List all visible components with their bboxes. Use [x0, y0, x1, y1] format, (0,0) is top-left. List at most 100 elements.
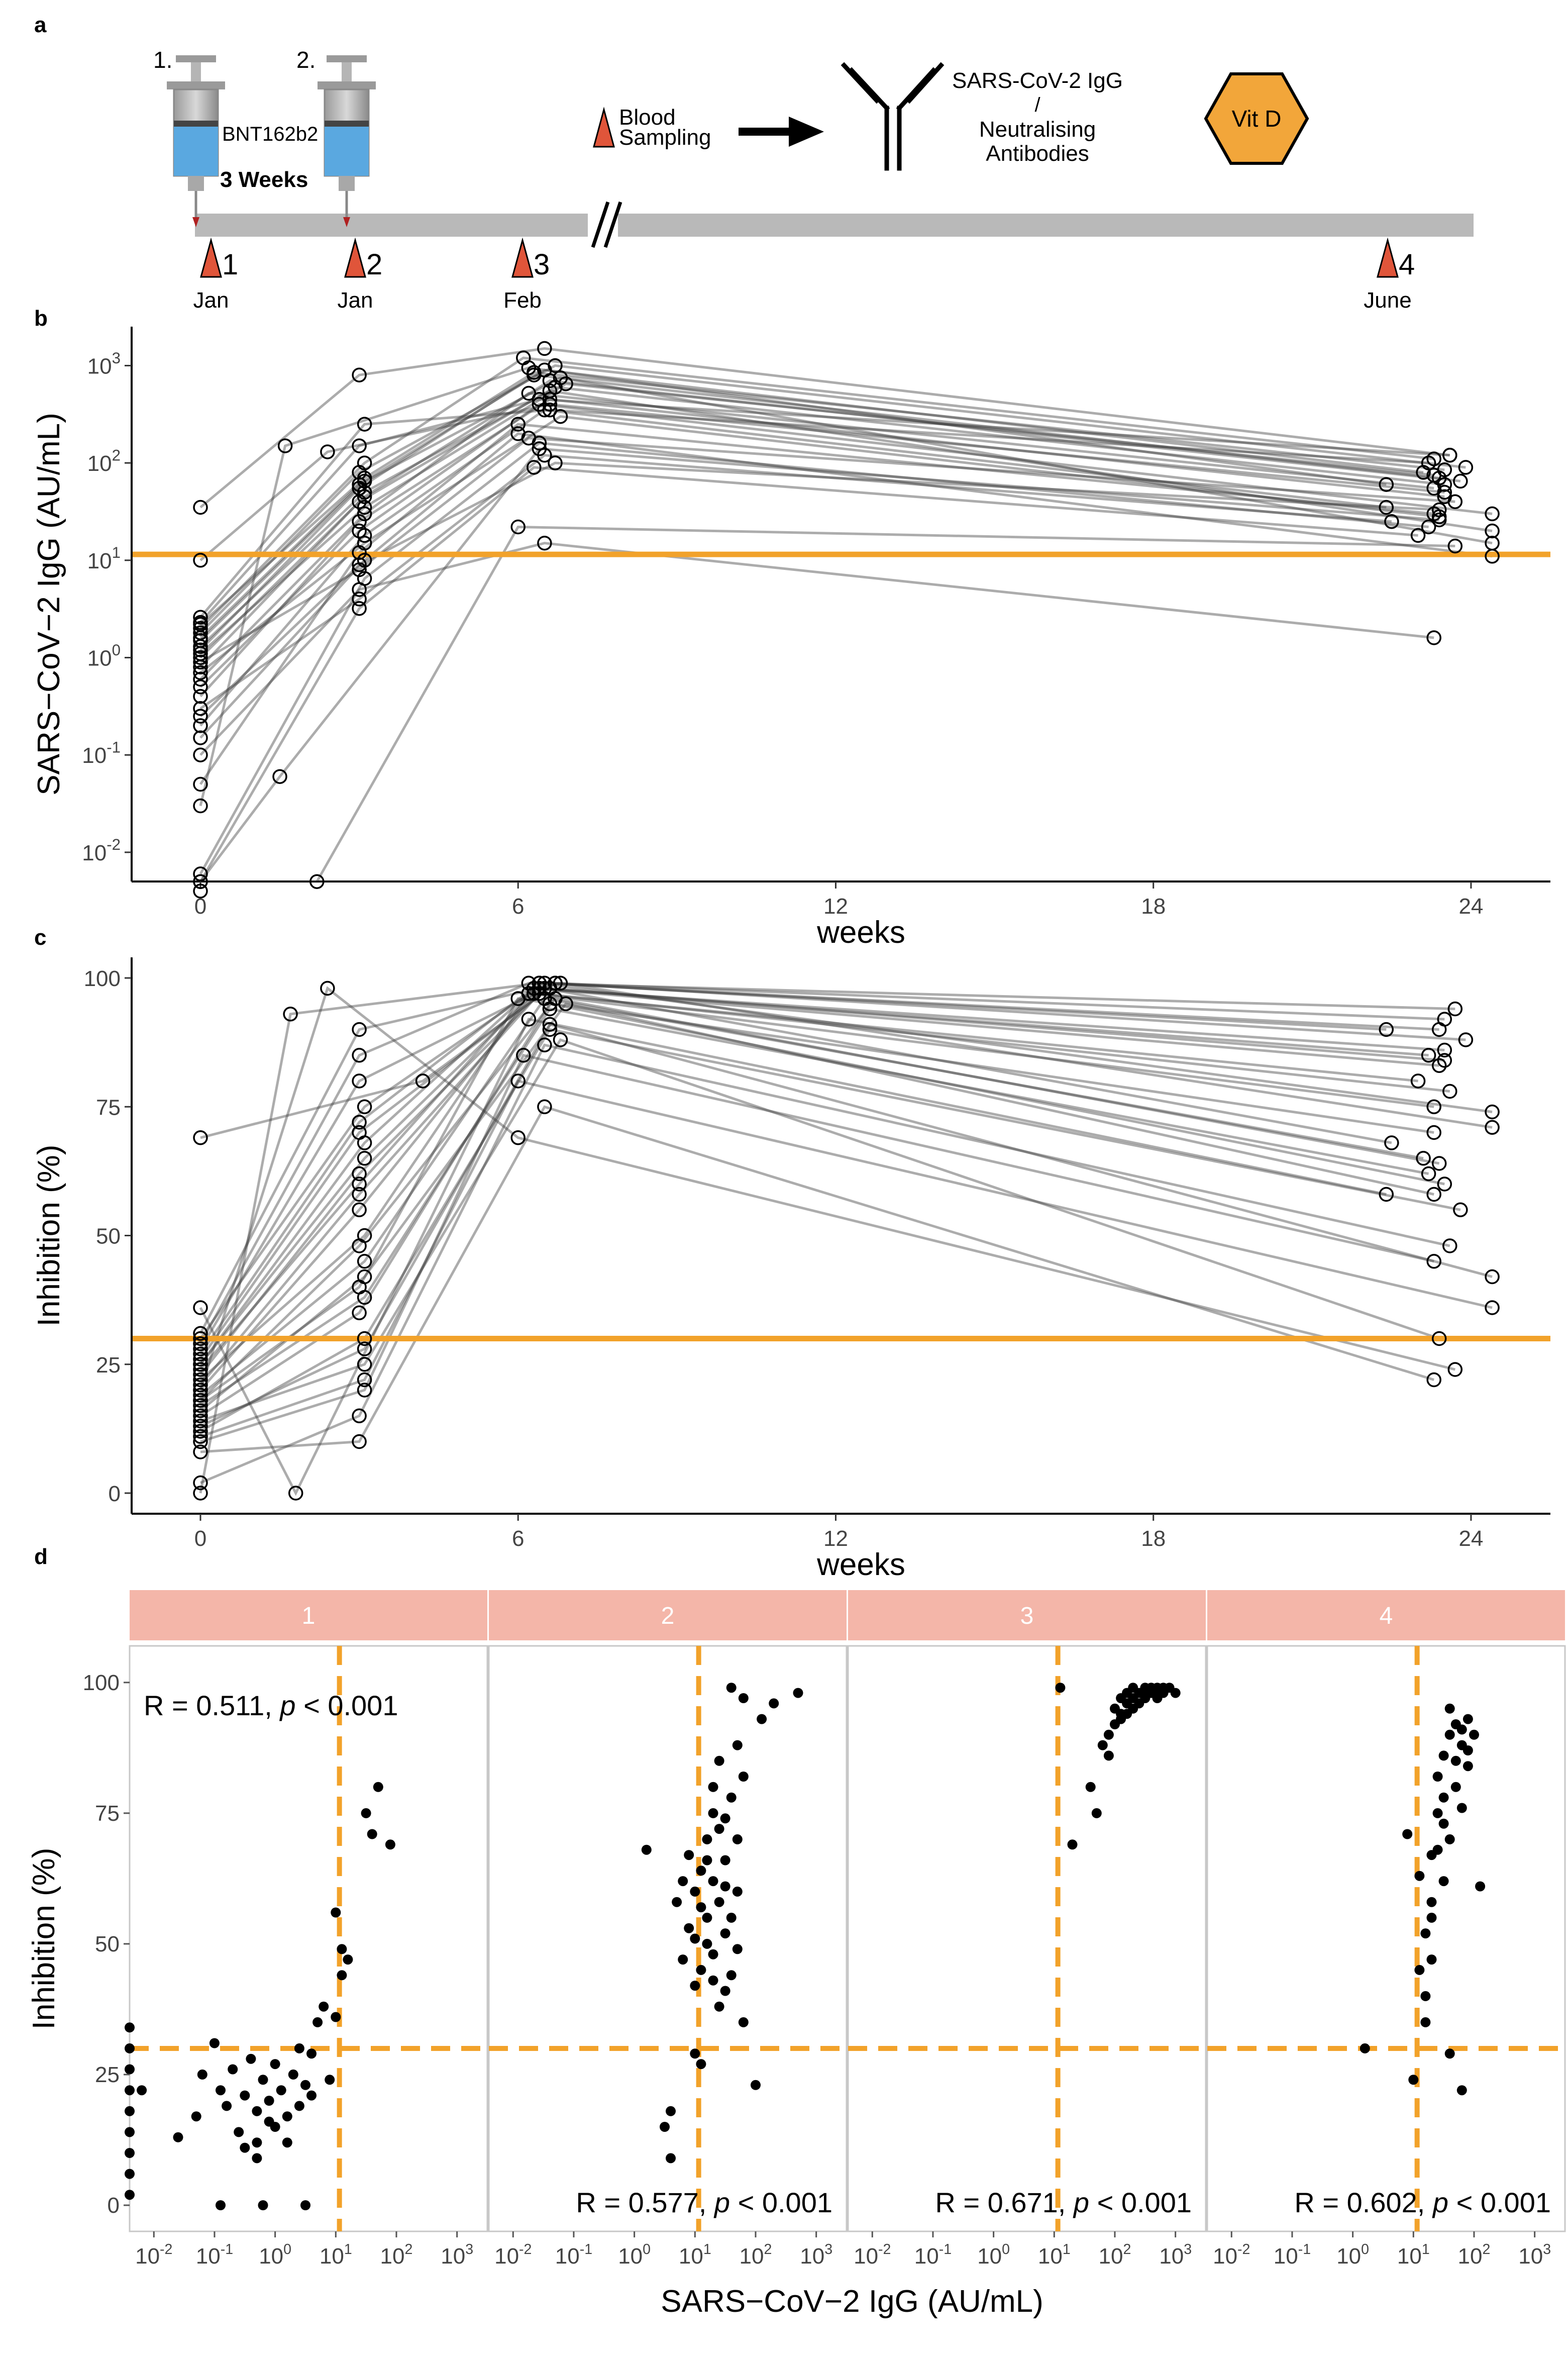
series-line [200, 1080, 1493, 1438]
data-point [1485, 1300, 1500, 1315]
x-tick-label: 101 [1038, 2241, 1071, 2269]
data-point [537, 341, 552, 356]
data-point [216, 2085, 226, 2096]
data-point [191, 2111, 201, 2122]
data-point [193, 718, 208, 733]
data-point [228, 2064, 238, 2075]
data-point [193, 1413, 208, 1429]
facet-panel: 3 10-2 10-1 100 101 102 103 R = 0.671, p < 0.00… [847, 1590, 1207, 2269]
data-point [510, 1130, 526, 1145]
data-point [708, 1949, 718, 1959]
data-point [1485, 549, 1500, 564]
data-point [193, 679, 208, 695]
x-tick-label: 10-2 [494, 2241, 532, 2269]
data-point [1140, 1688, 1151, 1698]
data-point [793, 1688, 803, 1698]
data-point [240, 2142, 250, 2153]
data-point [193, 1326, 208, 1341]
data-point [193, 866, 208, 881]
data-point [193, 1367, 208, 1383]
data-point [527, 980, 542, 996]
data-point [1360, 2043, 1370, 2053]
x-tick-label: 103 [441, 2241, 473, 2269]
data-point [352, 438, 367, 453]
sample-month: Jan [193, 288, 229, 313]
data-point [1453, 1202, 1468, 1218]
data-point [352, 1202, 367, 1218]
x-tick-label: 0 [194, 1526, 206, 1551]
data-point [553, 1032, 568, 1047]
series-line [200, 1043, 1450, 1484]
series-line [199, 992, 1434, 1381]
x-tick-label: 18 [1141, 1526, 1166, 1551]
series-line [199, 982, 1455, 1345]
data-point [357, 1331, 372, 1346]
vitamin-d-label: Vit D [1232, 106, 1282, 132]
data-point [1410, 528, 1426, 543]
data-point [1432, 1772, 1443, 1782]
vitamin-d-hexagon-icon [1204, 72, 1309, 165]
data-point [666, 2106, 676, 2116]
data-point [193, 1486, 208, 1501]
data-point [720, 1986, 730, 1996]
y-tick-label: 0 [109, 1482, 121, 1506]
y-tick-label: 100 [87, 641, 121, 671]
series-line [199, 461, 1439, 717]
data-point [277, 438, 293, 453]
series-line [199, 982, 1387, 1339]
data-point [521, 986, 537, 1001]
facet-strip [489, 1590, 847, 1640]
data-point [678, 1954, 688, 1965]
data-point [1438, 1750, 1449, 1761]
data-point [720, 1928, 730, 1939]
data-point [696, 1866, 706, 1876]
data-point [1421, 1166, 1436, 1182]
data-point [521, 360, 537, 375]
data-point [193, 798, 208, 814]
y-tick-label: 102 [87, 446, 121, 476]
series-line [199, 371, 1445, 626]
data-point [672, 1897, 682, 1907]
x-tick-label: 103 [800, 2241, 832, 2269]
data-point [702, 1834, 712, 1844]
data-point [352, 1115, 367, 1130]
data-point [1462, 1761, 1473, 1772]
data-point [1152, 1683, 1163, 1693]
igg-over-time-chart: 0 6 12 18 2410-210-1100101102103weeksSARS−Co… [32, 327, 1550, 950]
correlation-stat: R = 0.577, p < 0.001 [576, 2187, 832, 2218]
data-point [553, 370, 568, 385]
data-point [1384, 1135, 1399, 1150]
x-axis-title: SARS−CoV−2 IgG (AU/mL) [661, 2284, 1043, 2319]
data-point [1097, 1740, 1108, 1750]
data-point [1431, 1156, 1447, 1171]
data-point [1420, 1991, 1431, 2001]
y-tick-label: 25 [95, 2063, 120, 2087]
sample-month: Feb [503, 288, 542, 313]
data-point [352, 1434, 367, 1449]
x-tick-label: 102 [1458, 2241, 1491, 2269]
series-line [199, 382, 1434, 655]
x-tick-label: 103 [1518, 2241, 1551, 2269]
data-point [542, 1017, 558, 1032]
data-point [252, 2137, 262, 2148]
data-point [757, 1714, 767, 1724]
x-tick-label: 24 [1458, 894, 1483, 919]
data-point [510, 417, 526, 432]
data-point [542, 1022, 558, 1037]
data-point [222, 2101, 232, 2111]
data-point [1437, 1042, 1452, 1058]
data-point [193, 1475, 208, 1491]
series-line [199, 1023, 1493, 1428]
data-point [193, 646, 208, 661]
data-point [197, 2069, 207, 2080]
data-point [732, 1944, 743, 1954]
data-point [373, 1782, 383, 1792]
data-point [1414, 1965, 1425, 1975]
facet-frame [1206, 1645, 1566, 2232]
data-point [283, 1007, 298, 1022]
data-point [357, 1099, 372, 1115]
x-axis-title: weeks [816, 915, 905, 950]
inhibition-over-time-chart: 0 6 12 18 24 0 25 50 75 100 weeks Inhibition (%) [32, 957, 1550, 1582]
y-tick-label: 50 [95, 1932, 120, 1956]
